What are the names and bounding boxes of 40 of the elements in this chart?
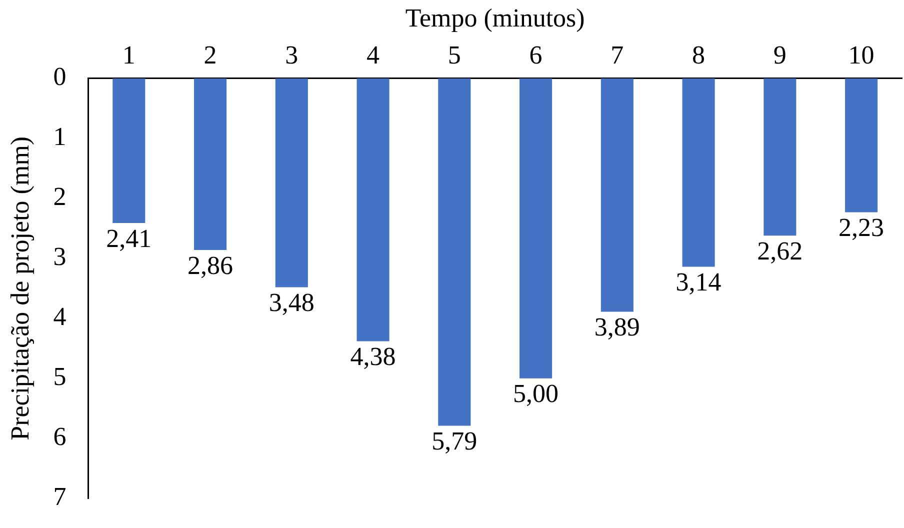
- y-tick-label: 5: [53, 362, 66, 392]
- x-tick-label: 6: [529, 40, 542, 70]
- data-label: 4,38: [350, 342, 396, 372]
- data-label: 2,86: [188, 250, 234, 280]
- y-tick-label: 1: [53, 122, 66, 152]
- data-label: 5,00: [513, 379, 559, 408]
- y-tick-label: 6: [53, 422, 66, 452]
- x-tick-label: 3: [285, 40, 298, 70]
- x-tick-label: 4: [366, 40, 380, 70]
- bar: [845, 78, 878, 212]
- x-tick-label: 9: [773, 40, 786, 70]
- y-tick-label: 2: [53, 182, 66, 212]
- x-tick-label: 7: [610, 40, 624, 70]
- x-tick-label: 10: [848, 40, 874, 70]
- bar: [764, 78, 796, 236]
- x-tick-label: 5: [448, 40, 461, 70]
- data-label: 5,79: [432, 426, 478, 456]
- data-label: 2,41: [106, 224, 152, 253]
- bar: [520, 78, 552, 378]
- y-tick-label: 3: [53, 242, 66, 272]
- data-label: 2,62: [757, 236, 803, 266]
- data-label: 3,14: [676, 268, 722, 297]
- bar: [438, 78, 471, 426]
- x-axis-title: Tempo (minutos): [405, 3, 585, 32]
- bar: [275, 78, 308, 288]
- bar: [356, 78, 390, 342]
- bar: [682, 78, 715, 267]
- y-tick-label: 7: [53, 482, 66, 512]
- bar: [194, 78, 227, 250]
- x-tick-label: 2: [204, 40, 217, 70]
- y-axis-title: Precipitação de projeto (mm): [5, 136, 34, 440]
- bar: [600, 78, 634, 312]
- x-tick-label: 1: [122, 40, 136, 70]
- bar: [112, 78, 146, 223]
- x-tick-label: 8: [692, 40, 706, 70]
- y-tick-label: 0: [53, 62, 66, 92]
- y-tick-label: 4: [53, 302, 66, 332]
- data-label: 3,48: [268, 288, 314, 318]
- data-label: 3,89: [594, 312, 640, 342]
- data-label: 2,23: [838, 213, 884, 242]
